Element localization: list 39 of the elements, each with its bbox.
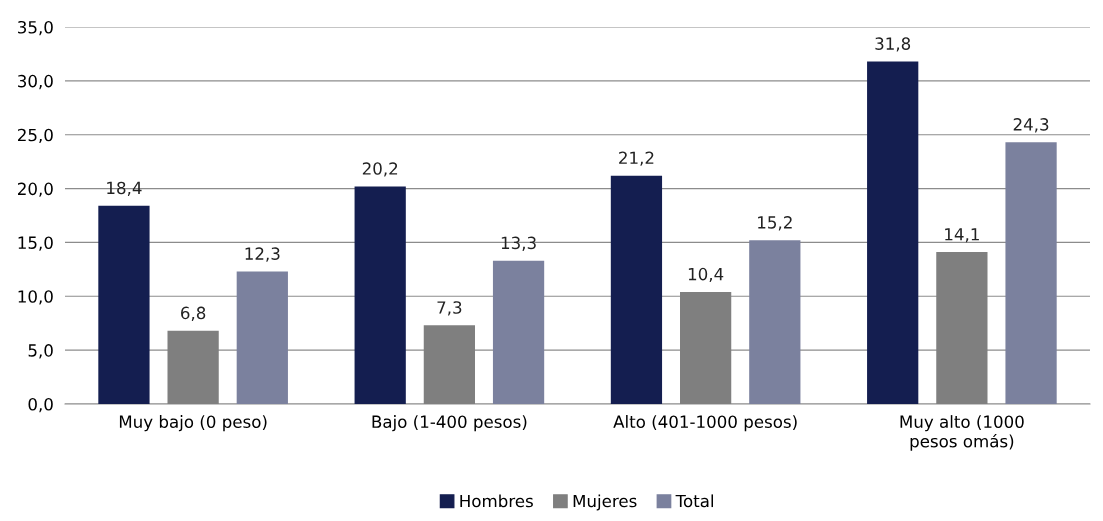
data-label: 18,4 <box>107 181 142 196</box>
bar <box>98 205 150 404</box>
data-label: 20,2 <box>362 162 398 177</box>
data-label: 13,3 <box>501 236 536 251</box>
y-tick-label: 35,0 <box>18 20 53 36</box>
y-tick-label: 30,0 <box>18 74 53 90</box>
data-label: 14,1 <box>945 228 979 243</box>
x-tick-label: Muy bajo (0 peso) <box>119 415 267 432</box>
bar <box>936 252 988 404</box>
data-label: 24,3 <box>1013 118 1049 133</box>
legend-label: Mujeres <box>573 494 637 511</box>
bar <box>867 61 919 404</box>
legend-label: Total <box>675 494 713 508</box>
y-tick-label: 5,0 <box>28 344 53 359</box>
y-tick-label: 0,0 <box>28 397 53 413</box>
y-tick-label: 10,0 <box>18 290 53 305</box>
y-tick-label: 20,0 <box>18 182 53 197</box>
x-tick-label: Alto (401-1000 pesos) <box>613 415 797 432</box>
bar <box>749 240 801 404</box>
y-tick-label: 15,0 <box>18 236 53 251</box>
x-tick-label: Bajo (1-400 pesos) <box>372 415 527 432</box>
bar <box>167 330 219 404</box>
bar <box>354 186 406 404</box>
bar <box>423 325 475 404</box>
bar <box>236 271 288 404</box>
data-label: 6,8 <box>181 306 206 321</box>
bar <box>492 260 545 404</box>
data-label: 15,2 <box>758 216 792 231</box>
y-tick-label: 25,0 <box>18 128 53 143</box>
data-label: 10,4 <box>688 267 724 283</box>
legend-label: Hombres <box>460 494 533 508</box>
data-label: 7,3 <box>437 301 462 316</box>
bar <box>1005 142 1057 404</box>
x-tick-label: Muy alto (1000 pesos omás) <box>900 415 1024 451</box>
data-label: 12,3 <box>245 247 280 262</box>
data-label: 31,8 <box>875 37 911 52</box>
data-label: 21,2 <box>619 151 654 166</box>
bar <box>610 175 663 404</box>
bar <box>680 291 732 404</box>
